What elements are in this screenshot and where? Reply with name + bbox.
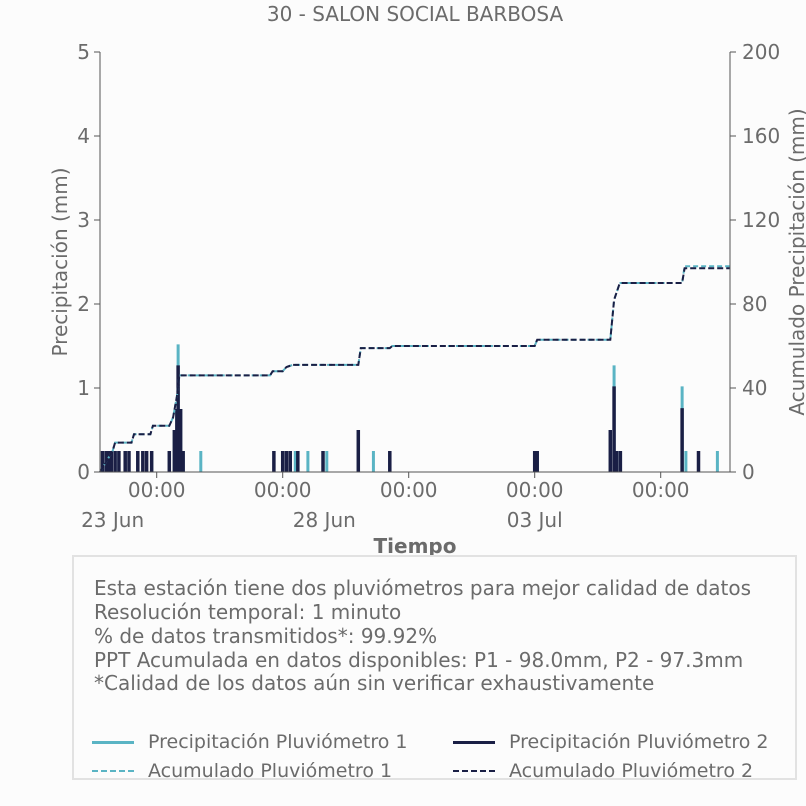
x-tick-label: 00:00: [632, 478, 690, 502]
y2-tick-label: 80: [742, 292, 767, 316]
precipitation-chart: 30 - SALON SOCIAL BARBOSA 0 1 2 3 4 5 0 40 80 120…: [48, 2, 806, 558]
legend-swatch-a2: [453, 770, 495, 772]
p1-bars: [101, 344, 719, 472]
y2-axis-label: Acumulado Precipitación (mm): [785, 108, 806, 415]
x-tick-label: 00:00: [254, 478, 312, 502]
y2-tick-label: 0: [742, 460, 755, 484]
y-tick-label: 1: [77, 376, 90, 400]
y2-tick-label: 120: [742, 208, 780, 232]
info-line-2: Resolución temporal: 1 minuto: [94, 600, 402, 624]
legend-label-p2: Precipitación Pluviómetro 2: [509, 731, 769, 753]
y-tick-label: 5: [77, 40, 90, 64]
info-line-3: % de datos transmitidos*: 99.92%: [94, 624, 438, 648]
y-tick-label: 0: [77, 460, 90, 484]
x-tick-label: 00:00: [380, 478, 438, 502]
legend-swatch-p1: [92, 741, 134, 744]
legend-label-a2: Acumulado Pluviómetro 2: [509, 760, 754, 782]
info-line-1: Esta estación tiene dos pluviómetros par…: [94, 576, 752, 600]
legend-swatch-p2: [453, 741, 495, 744]
cumulative-line-p2: [99, 267, 730, 473]
x-date-label: 23 Jun: [81, 508, 144, 532]
info-line-5: *Calidad de los datos aún sin verificar …: [94, 671, 655, 695]
y2-tick-label: 160: [742, 124, 780, 148]
x-date-label: 03 Jul: [507, 508, 563, 532]
p2-bars: [100, 365, 701, 472]
info-line-4: PPT Acumulada en datos disponibles: P1 -…: [94, 648, 744, 672]
legend-label-a1: Acumulado Pluviómetro 1: [148, 760, 393, 782]
cumulative-lines: [99, 265, 730, 473]
info-legend-box: Esta estación tiene dos pluviómetros par…: [72, 555, 797, 782]
y2-tick-label: 40: [742, 376, 767, 400]
x-tick-label: 00:00: [506, 478, 564, 502]
cumulative-line-p1: [99, 265, 730, 473]
legend-swatch-a1: [92, 770, 134, 772]
y-tick-label: 2: [77, 292, 90, 316]
y-axis-label: Precipitación (mm): [48, 167, 72, 356]
x-date-label: 28 Jun: [293, 508, 356, 532]
y-tick-label: 4: [77, 124, 90, 148]
axes: 0 1 2 3 4 5 0 40 80 120 160 200 00:00 00:00 00:00 00:00…: [77, 40, 780, 532]
y-tick-label: 3: [77, 208, 90, 232]
legend-label-p1: Precipitación Pluviómetro 1: [148, 731, 408, 753]
chart-title: 30 - SALON SOCIAL BARBOSA: [267, 2, 564, 26]
y2-tick-label: 200: [742, 40, 780, 64]
x-axis-label: Tiempo: [374, 534, 457, 558]
x-tick-label: 00:00: [128, 478, 186, 502]
